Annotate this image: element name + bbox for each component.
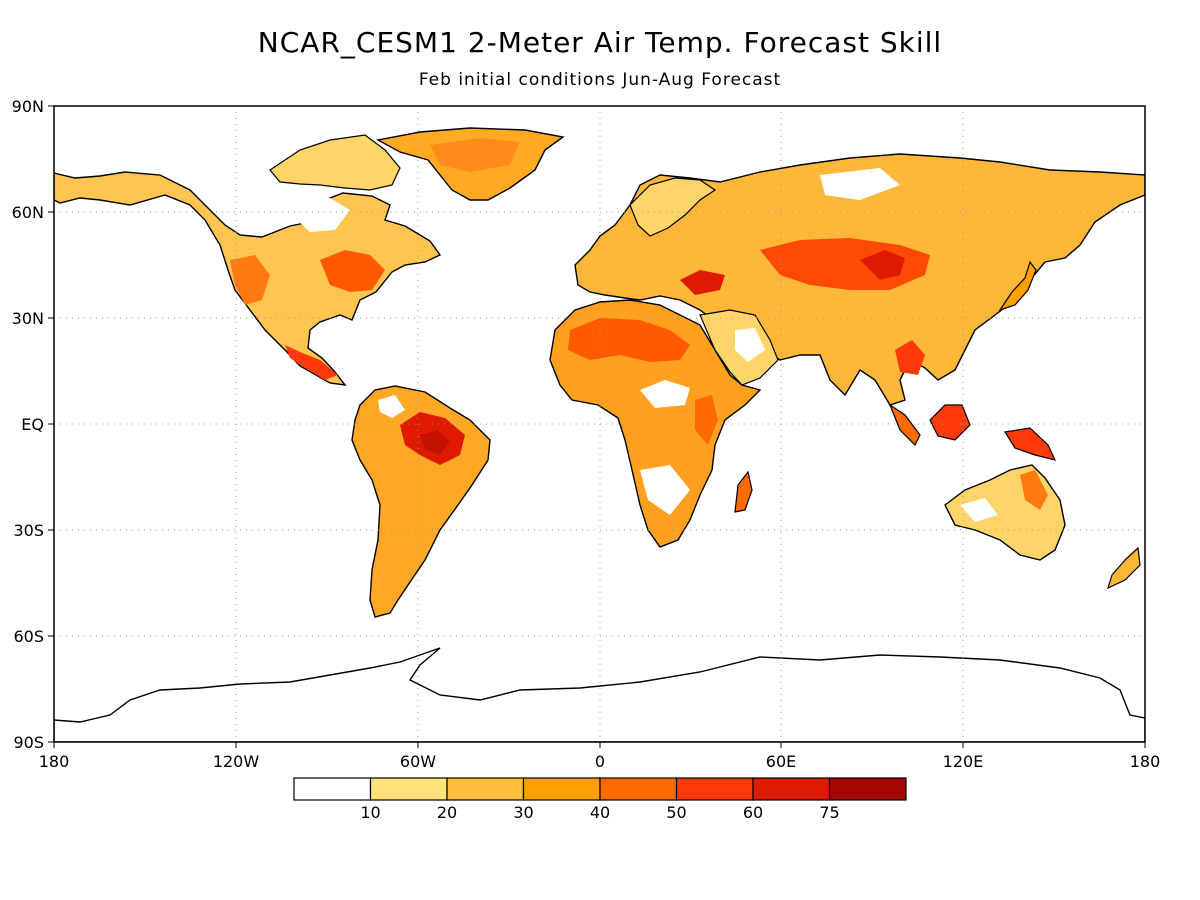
- legend-swatch-5: [675, 777, 754, 801]
- map-subtitle: Feb initial conditions Jun-Aug Forecast: [418, 70, 782, 90]
- legend-label-40: 40: [590, 803, 610, 822]
- skill-patch-us-west: [230, 255, 270, 305]
- legend-label-10: 10: [360, 803, 380, 822]
- lat-label-90n: 90N: [12, 97, 44, 116]
- low-skill-canada: [295, 198, 350, 232]
- lat-label-eq: EQ: [21, 415, 44, 434]
- low-skill-australia-west: [960, 498, 998, 522]
- skill-patch-mongolia: [860, 250, 905, 280]
- skill-patch-east-africa: [695, 395, 718, 445]
- lon-label-120e: 120E: [943, 752, 984, 771]
- land-japan: [998, 260, 1037, 312]
- lon-label-120w: 120W: [213, 752, 260, 771]
- lon-label-0: 0: [595, 752, 605, 771]
- low-skill-africa-center: [640, 380, 690, 408]
- lon-label-60e: 60E: [766, 752, 796, 771]
- skill-patch-amazon-core: [420, 430, 450, 455]
- legend-swatch-1: [369, 777, 448, 801]
- map-title: NCAR_CESM1 2-Meter Air Temp. Forecast Sk…: [257, 26, 943, 59]
- legend-label-20: 20: [437, 803, 457, 822]
- color-legend: 10 20 30 40 50 60 75: [293, 777, 907, 822]
- lat-label-30s: 30S: [13, 521, 44, 540]
- land-arctic-islands: [269, 134, 401, 191]
- legend-label-50: 50: [666, 803, 686, 822]
- legend-label-75: 75: [819, 803, 839, 822]
- low-skill-africa-south: [640, 465, 690, 515]
- legend-label-30: 30: [513, 803, 533, 822]
- land-antarctica: [54, 647, 1145, 742]
- skill-patch-southeast-asia: [895, 340, 925, 375]
- legend-swatch-4: [599, 777, 678, 801]
- legend-label-60: 60: [743, 803, 763, 822]
- low-skill-arabia: [735, 328, 765, 362]
- land-new-guinea: [1004, 427, 1057, 461]
- legend-swatch-3: [522, 777, 601, 801]
- skill-patch-us-east: [320, 250, 385, 292]
- land-borneo: [929, 404, 971, 441]
- legend-swatch-6: [752, 777, 831, 801]
- land-scandinavia: [629, 177, 717, 237]
- grid-lines: [54, 106, 1145, 742]
- skill-patch-australia-ne: [1020, 470, 1048, 510]
- skill-patch-sahara: [568, 318, 690, 362]
- lat-label-60n: 60N: [12, 203, 44, 222]
- low-skill-siberia: [820, 168, 900, 200]
- legend-swatch-0: [293, 777, 372, 801]
- low-skill-amazon-north: [378, 395, 405, 418]
- land-new-zealand: [1107, 546, 1141, 590]
- skill-patch-turkey: [680, 270, 725, 295]
- lon-label-60w: 60W: [400, 752, 436, 771]
- skill-patch-mexico: [285, 345, 338, 380]
- lat-label-90s: 90S: [13, 733, 44, 752]
- land-layer: [54, 127, 1145, 742]
- lat-label-60s: 60S: [13, 627, 44, 646]
- land-madagascar: [734, 470, 753, 513]
- lon-axis: 180 120W 60W 0 60E 120E 180: [39, 742, 1161, 771]
- lon-label-180e: 180: [1130, 752, 1161, 771]
- land-sumatra: [888, 403, 921, 447]
- skill-patch-greenland: [430, 138, 520, 172]
- lat-label-30n: 30N: [12, 309, 44, 328]
- lon-label-180w: 180: [39, 752, 70, 771]
- legend-swatch-2: [446, 777, 525, 801]
- lat-axis: 90N 60N 30N EQ 30S 60S 90S: [12, 97, 54, 752]
- legend-swatch-7: [828, 777, 907, 801]
